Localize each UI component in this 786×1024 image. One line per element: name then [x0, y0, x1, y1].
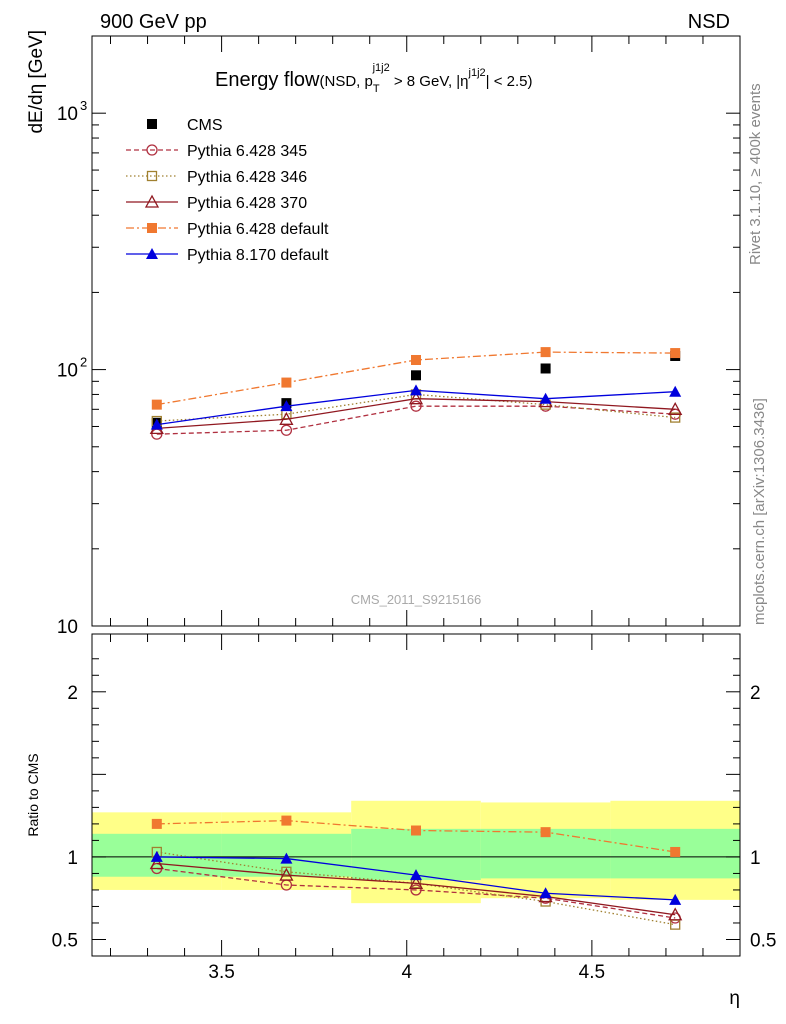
legend-marker-p6def	[147, 223, 157, 233]
top-point-p345	[280, 424, 293, 436]
top-point-p370	[408, 391, 424, 405]
top-point-cms	[411, 370, 421, 381]
data-series	[149, 347, 683, 930]
y-tick-exponent: 2	[80, 355, 87, 370]
top-point-p8def	[410, 384, 422, 396]
top-point-p6def	[411, 354, 421, 365]
header-right: NSD	[688, 11, 730, 33]
ratio-point-p6def	[670, 846, 681, 857]
top-point-p8def	[539, 392, 552, 404]
x-tick-label: 4	[401, 962, 412, 983]
top-point-p8def	[150, 418, 163, 430]
y-tick-label-bottom-left: 0.5	[52, 930, 78, 951]
top-point-p345	[410, 400, 422, 412]
watermark: CMS_2011_S9215166	[351, 592, 482, 607]
top-point-p6def	[151, 399, 162, 410]
legend-marker-p370	[144, 194, 160, 208]
ratio-point-p6def	[411, 825, 421, 836]
ratio-point-p6def	[281, 815, 292, 826]
ratio-point-p346	[281, 866, 292, 877]
y-tick-label-bottom-right: 2	[750, 683, 761, 704]
top-point-p6def	[540, 347, 551, 358]
ratio-point-p8def	[539, 887, 552, 899]
bottom-frame	[91, 633, 741, 957]
legend-label-p345: Pythia 6.428 345	[187, 143, 307, 160]
top-point-p6def	[670, 348, 681, 359]
top-point-p8def	[280, 400, 293, 412]
ratio-point-p8def	[150, 850, 163, 862]
y-axis-label-top: dE/dη [GeV]	[26, 30, 47, 134]
legend-marker-p8def	[146, 248, 158, 259]
rivet-label: Rivet 3.1.10, ≥ 400k events	[747, 83, 764, 265]
title-mid: > 8 GeV, |η	[390, 73, 469, 90]
x-tick-label: 3.5	[208, 962, 234, 983]
title-cuts: (NSD, p	[320, 73, 373, 90]
top-point-cms	[540, 363, 551, 374]
x-axis-label: η	[729, 988, 740, 1009]
y-tick-label-bottom-right: 0.5	[750, 930, 776, 951]
title-sup-2: j1j2	[468, 67, 486, 79]
ratio-point-p370	[279, 867, 294, 881]
legend-label-cms: CMS	[187, 117, 223, 134]
mcplots-label: mcplots.cern.ch [arXiv:1306.3436]	[751, 398, 768, 625]
title-sub-t: T	[373, 83, 380, 95]
y-tick-label-bottom-left: 2	[67, 683, 78, 704]
top-point-p370	[668, 401, 683, 415]
legend-label-p346: Pythia 6.428 346	[187, 169, 307, 186]
x-tick-label: 4.5	[579, 962, 605, 983]
ratio-point-p8def	[410, 869, 422, 881]
legend-label-p8def: Pythia 8.170 default	[187, 247, 329, 264]
top-line-p370	[156, 398, 676, 429]
ratio-point-p6def	[151, 818, 162, 829]
y-tick-exponent: 3	[80, 98, 87, 113]
y-axis-label-bottom: Ratio to CMS	[25, 753, 41, 836]
legend-label-p370: Pythia 6.428 370	[187, 195, 307, 212]
y-tick-label-bottom-left: 1	[67, 848, 78, 869]
y-tick-label-top: 10	[57, 104, 78, 125]
title-sup-1: j1j2	[372, 62, 390, 74]
y-tick-label-top: 10	[57, 361, 78, 382]
top-line-p8def	[156, 389, 676, 426]
top-line-p345	[156, 405, 676, 435]
top-frame	[91, 35, 741, 627]
header-left: 900 GeV pp	[100, 11, 207, 33]
ratio-point-p370	[149, 856, 164, 870]
legend: CMS Pythia 6.428 345 Pythia 6.428 346 Pythi…	[126, 117, 329, 264]
title-tail: | < 2.5)	[486, 73, 533, 90]
top-point-p370	[279, 411, 294, 425]
ratio-point-p8def	[669, 893, 682, 905]
top-point-p8def	[669, 385, 682, 397]
y-tick-label-bottom-right: 1	[750, 848, 761, 869]
ratio-line-p370	[156, 862, 676, 916]
legend-marker-p345	[146, 144, 158, 156]
plot-frames	[91, 35, 741, 957]
ratio-point-p370	[408, 875, 424, 889]
ratio-point-p370	[668, 907, 683, 921]
legend-marker-p346	[146, 170, 158, 182]
legend-marker-cms	[147, 119, 157, 129]
ratio-point-p6def	[540, 827, 551, 838]
main-title: Energy flow(NSD, pTj1j2 > 8 GeV, |ηj1j2|…	[215, 62, 533, 95]
legend-label-p6def: Pythia 6.428 default	[187, 221, 329, 238]
ratio-line-p345	[156, 867, 676, 919]
ratio-point-p8def	[280, 852, 293, 864]
top-point-p346	[670, 412, 681, 423]
main-title-text: Energy flow	[215, 69, 320, 91]
y-tick-label-top: 10	[57, 617, 78, 638]
ratio-point-p345	[410, 884, 422, 896]
top-point-p6def	[281, 377, 292, 388]
